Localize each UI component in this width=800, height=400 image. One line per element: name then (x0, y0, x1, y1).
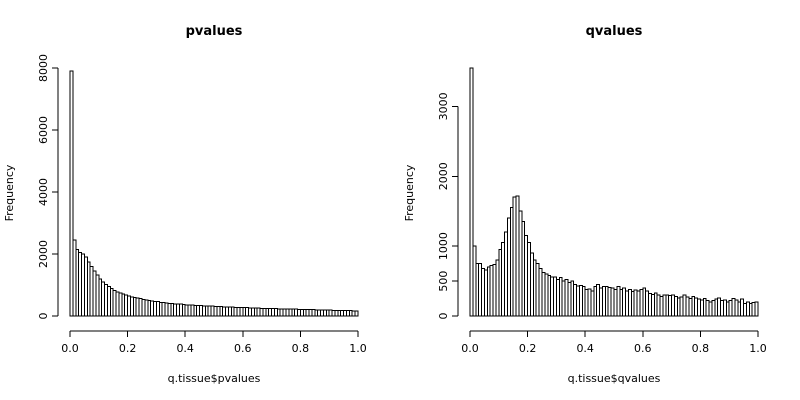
y-tick-label: 3000 (437, 92, 450, 120)
x-tick-label: 0.2 (119, 342, 137, 355)
x-tick-label: 1.0 (749, 342, 767, 355)
y-axis-label: Frequency (3, 164, 16, 221)
x-tick-label: 0.2 (519, 342, 537, 355)
x-tick-label: 0.0 (461, 342, 479, 355)
y-tick-label: 2000 (437, 162, 450, 190)
y-axis: 0 2000 4000 6000 8000 (37, 54, 59, 320)
qvalues-histogram: qvalues 0.0 0.2 0.4 0.6 0.8 1.0 0 500 1000 2000 3… (403, 24, 767, 385)
histogram-bar (69, 70, 74, 317)
x-tick-label: 0.6 (234, 342, 252, 355)
chart-title: pvalues (186, 24, 243, 39)
x-axis: 0.0 0.2 0.4 0.6 0.8 1.0 (461, 330, 767, 355)
y-tick-label: 8000 (37, 54, 50, 82)
histogram-bar (754, 301, 759, 317)
x-tick-label: 0.8 (692, 342, 710, 355)
x-tick-label: 0.6 (634, 342, 652, 355)
bar-group (469, 67, 759, 317)
x-tick-label: 0.8 (292, 342, 310, 355)
x-axis-label: q.tissue$qvalues (568, 372, 661, 385)
x-axis: 0.0 0.2 0.4 0.6 0.8 1.0 (61, 330, 367, 355)
y-tick-label: 500 (437, 271, 450, 292)
x-tick-label: 0.0 (61, 342, 79, 355)
y-tick-label: 0 (437, 313, 450, 320)
y-tick-label: 1000 (437, 232, 450, 260)
histogram-bar (354, 310, 359, 317)
y-tick-label: 4000 (37, 178, 50, 206)
y-tick-label: 0 (37, 313, 50, 320)
x-axis-label: q.tissue$pvalues (168, 372, 261, 385)
pvalues-histogram: pvalues 0.0 0.2 0.4 0.6 0.8 1.0 0 2000 4000 6000… (3, 24, 367, 385)
y-axis-label: Frequency (403, 164, 416, 221)
chart-title: qvalues (586, 24, 643, 39)
x-tick-label: 0.4 (176, 342, 194, 355)
histogram-bar (469, 67, 474, 317)
y-tick-label: 2000 (37, 240, 50, 268)
y-axis: 0 500 1000 2000 3000 (437, 92, 459, 320)
y-tick-label: 6000 (37, 116, 50, 144)
bar-group (69, 70, 359, 317)
x-tick-label: 0.4 (576, 342, 594, 355)
x-tick-label: 1.0 (349, 342, 367, 355)
